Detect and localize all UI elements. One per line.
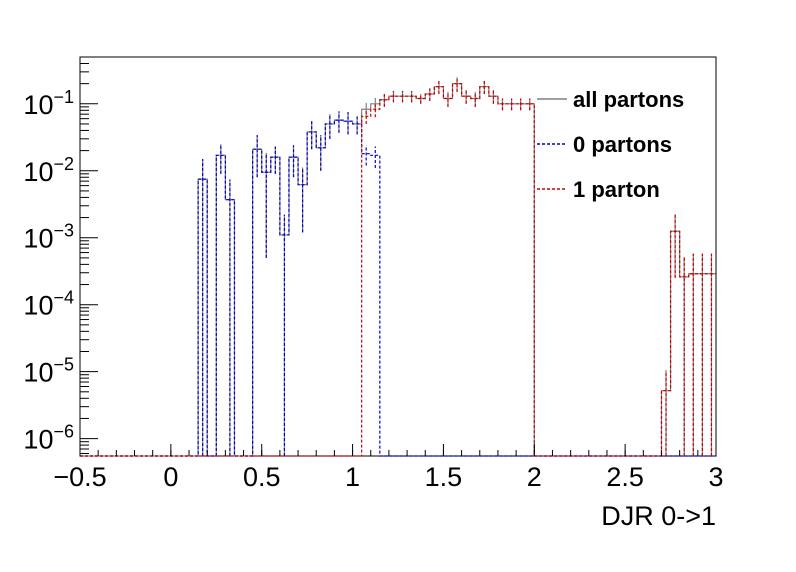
- histogram-line-0-partons: [80, 119, 716, 457]
- y-tick-label: 10−3: [23, 221, 74, 254]
- y-tick-label: 10−6: [23, 422, 74, 455]
- plot-frame: [79, 56, 717, 457]
- axes: −0.5 0 0.5 1 1.5 2 2.5 3 10−6 10−5 10−4 10−3 10−2 10−…: [23, 56, 724, 492]
- plot-area: [79, 56, 717, 457]
- y-tick-label: 10−2: [23, 154, 74, 187]
- x-tick-label: 0: [163, 462, 178, 492]
- y-tick-label: 10−4: [23, 288, 74, 321]
- x-axis-title: DJR 0->1: [601, 501, 716, 531]
- x-tick-label: 2: [527, 462, 542, 492]
- x-tick-label: 1: [345, 462, 360, 492]
- series-0-partons: [80, 111, 716, 457]
- x-tick-label: −0.5: [53, 462, 106, 492]
- x-tick-label: 3: [708, 462, 723, 492]
- series-1-parton: [80, 77, 716, 457]
- y-tick-label: 10−1: [23, 87, 74, 120]
- legend-label: all partons: [573, 87, 684, 112]
- legend-entry-1-parton: 1 parton: [537, 177, 660, 202]
- series-layer: [80, 77, 716, 457]
- y-tick-label: 10−5: [23, 355, 74, 388]
- x-tick-label: 0.5: [243, 462, 281, 492]
- x-tick-label: 1.5: [425, 462, 463, 492]
- legend: all partons 0 partons 1 parton: [537, 87, 684, 202]
- legend-label: 0 partons: [573, 132, 672, 157]
- legend-entry-all-partons: all partons: [537, 87, 684, 112]
- legend-label: 1 parton: [573, 177, 660, 202]
- x-tick-label: 2.5: [606, 462, 644, 492]
- legend-entry-0-partons: 0 partons: [537, 132, 672, 157]
